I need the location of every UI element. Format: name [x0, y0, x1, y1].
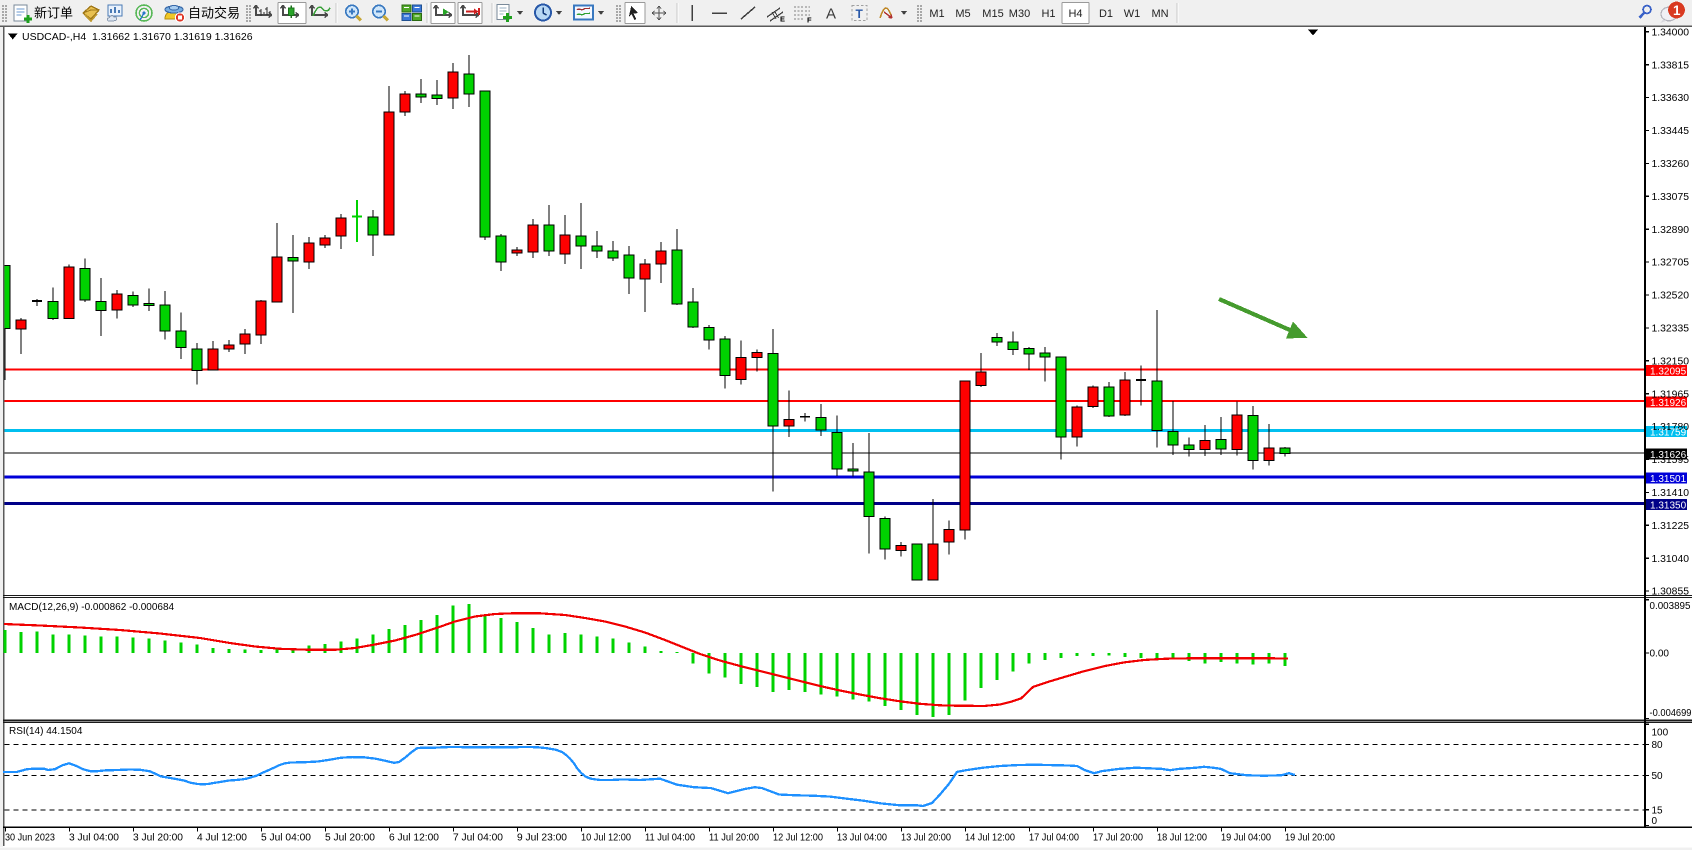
svg-text:1.33445: 1.33445 — [1652, 126, 1690, 137]
svg-text:1.31926: 1.31926 — [1650, 398, 1687, 409]
svg-text:M1: M1 — [929, 8, 944, 20]
svg-text:1.33815: 1.33815 — [1652, 60, 1690, 71]
svg-text:19 Jul 04:00: 19 Jul 04:00 — [1221, 832, 1271, 843]
svg-text:1.32150: 1.32150 — [1652, 356, 1690, 367]
svg-text:1.31501: 1.31501 — [1650, 474, 1687, 485]
svg-text:MN: MN — [1151, 8, 1168, 20]
svg-text:17 Jul 20:00: 17 Jul 20:00 — [1093, 832, 1143, 843]
svg-text:H1: H1 — [1041, 8, 1055, 20]
svg-text:19 Jul 20:00: 19 Jul 20:00 — [1285, 832, 1335, 843]
svg-text:3 Jul 20:00: 3 Jul 20:00 — [133, 832, 183, 843]
svg-text:1.33630: 1.33630 — [1652, 93, 1690, 104]
svg-text:5 Jul 04:00: 5 Jul 04:00 — [261, 832, 311, 843]
svg-text:M15: M15 — [982, 8, 1003, 20]
svg-text:RSI(14) 44.1504: RSI(14) 44.1504 — [9, 726, 83, 737]
svg-text:12 Jul 12:00: 12 Jul 12:00 — [773, 832, 823, 843]
svg-text:1.31410: 1.31410 — [1652, 488, 1690, 499]
svg-text:30 Jun 2023: 30 Jun 2023 — [5, 832, 55, 843]
svg-text:M30: M30 — [1009, 8, 1030, 20]
svg-text:1.32095: 1.32095 — [1650, 366, 1687, 377]
svg-text:自动交易: 自动交易 — [188, 6, 240, 21]
svg-text:4 Jul 12:00: 4 Jul 12:00 — [197, 832, 247, 843]
svg-text:-0.004699: -0.004699 — [1650, 708, 1692, 719]
svg-text:M5: M5 — [955, 8, 970, 20]
svg-text:MACD(12,26,9) -0.000862 -0.000: MACD(12,26,9) -0.000862 -0.000684 — [9, 602, 175, 613]
svg-text:10 Jul 12:00: 10 Jul 12:00 — [581, 832, 631, 843]
svg-text:0.003895: 0.003895 — [1650, 601, 1691, 612]
svg-text:80: 80 — [1652, 740, 1664, 751]
svg-text:11 Jul 20:00: 11 Jul 20:00 — [709, 832, 759, 843]
svg-text:0.00: 0.00 — [1650, 649, 1670, 660]
svg-text:1.31595: 1.31595 — [1652, 455, 1690, 466]
svg-text:1.33075: 1.33075 — [1652, 192, 1690, 203]
svg-text:1.31350: 1.31350 — [1650, 500, 1687, 511]
svg-text:1.31965: 1.31965 — [1652, 389, 1690, 400]
svg-text:1.30855: 1.30855 — [1652, 587, 1690, 598]
svg-text:1.31780: 1.31780 — [1652, 422, 1690, 433]
svg-text:1: 1 — [1673, 3, 1681, 18]
svg-text:1.34000: 1.34000 — [1652, 27, 1690, 38]
svg-text:E: E — [780, 15, 785, 24]
svg-text:7 Jul 04:00: 7 Jul 04:00 — [453, 832, 503, 843]
svg-text:1.32890: 1.32890 — [1652, 225, 1690, 236]
svg-text:1.32335: 1.32335 — [1652, 324, 1690, 335]
svg-text:9 Jul 23:00: 9 Jul 23:00 — [517, 832, 567, 843]
svg-text:USDCAD-,H4 1.31662 1.31670 1.: USDCAD-,H4 1.31662 1.31670 1.31619 1.316… — [22, 31, 253, 43]
svg-text:50: 50 — [1652, 771, 1664, 782]
svg-text:11 Jul 04:00: 11 Jul 04:00 — [645, 832, 695, 843]
svg-text:1.31759: 1.31759 — [1650, 427, 1687, 438]
svg-text:F: F — [807, 16, 812, 25]
svg-text:1.33260: 1.33260 — [1652, 159, 1690, 170]
svg-text:1.32520: 1.32520 — [1652, 291, 1690, 302]
svg-text:1.31040: 1.31040 — [1652, 554, 1690, 565]
svg-text:17 Jul 04:00: 17 Jul 04:00 — [1029, 832, 1079, 843]
svg-text:3 Jul 04:00: 3 Jul 04:00 — [69, 832, 119, 843]
svg-text:18 Jul 12:00: 18 Jul 12:00 — [1157, 832, 1207, 843]
svg-text:1.31225: 1.31225 — [1652, 521, 1690, 532]
svg-text:5 Jul 20:00: 5 Jul 20:00 — [325, 832, 375, 843]
svg-text:D1: D1 — [1099, 8, 1113, 20]
svg-text:1.32705: 1.32705 — [1652, 258, 1690, 269]
svg-text:6 Jul 12:00: 6 Jul 12:00 — [389, 832, 439, 843]
svg-text:0: 0 — [1652, 816, 1658, 827]
svg-text:15: 15 — [1652, 805, 1664, 816]
svg-text:W1: W1 — [1124, 8, 1141, 20]
svg-text:A: A — [826, 6, 836, 23]
svg-text:新订单: 新订单 — [34, 6, 73, 21]
svg-text:14 Jul 12:00: 14 Jul 12:00 — [965, 832, 1015, 843]
svg-text:100: 100 — [1652, 727, 1669, 738]
svg-text:H4: H4 — [1068, 8, 1082, 20]
svg-text:1.31626: 1.31626 — [1650, 450, 1687, 461]
svg-text:T: T — [856, 7, 864, 21]
svg-text:13 Jul 04:00: 13 Jul 04:00 — [837, 832, 887, 843]
svg-text:13 Jul 20:00: 13 Jul 20:00 — [901, 832, 951, 843]
